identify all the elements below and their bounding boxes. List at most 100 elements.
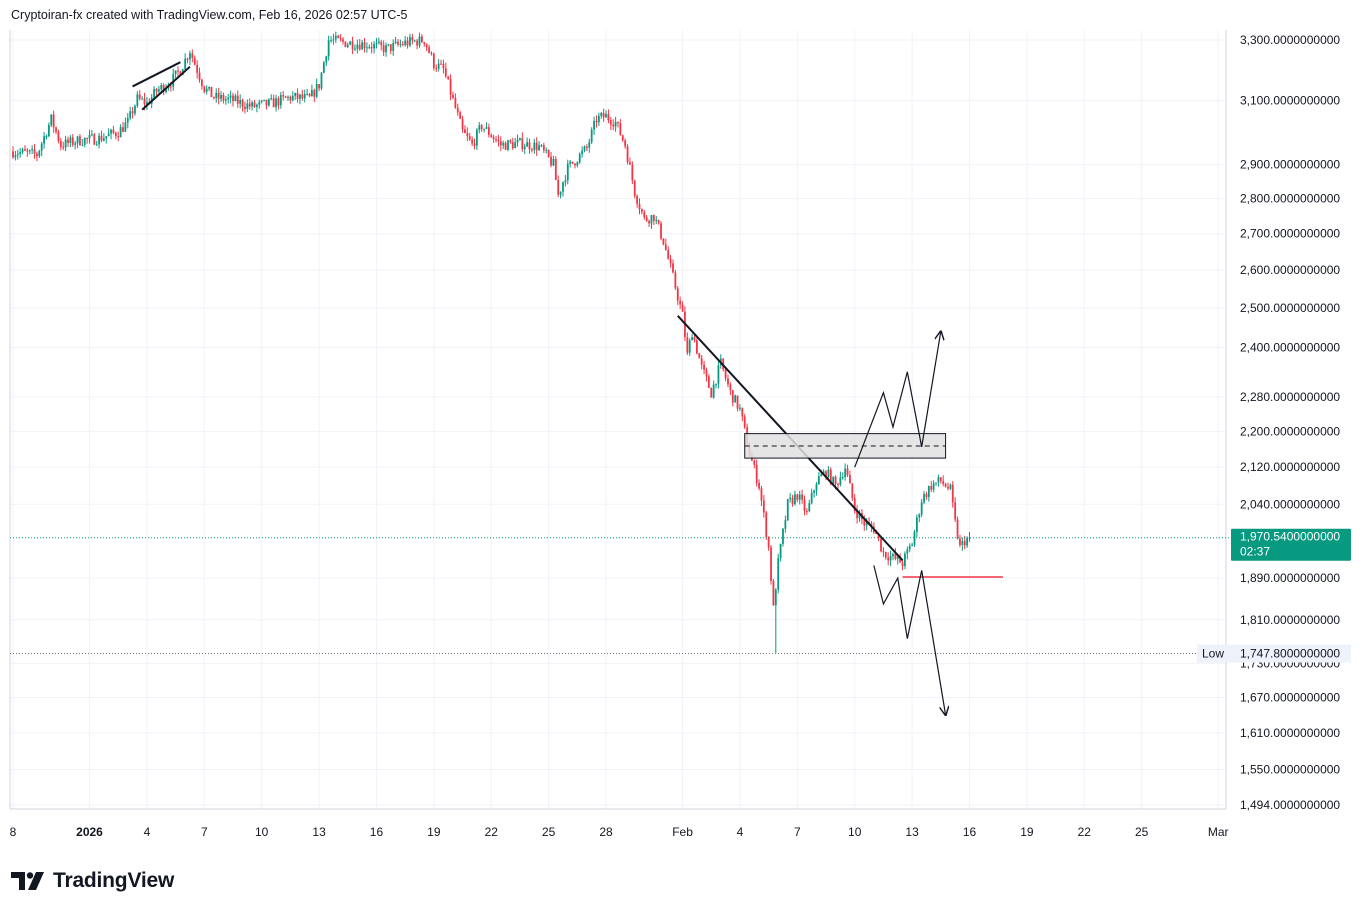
candle-body — [267, 99, 270, 106]
candle-body — [805, 511, 808, 513]
candle-body — [511, 142, 514, 149]
candle-body — [849, 475, 851, 484]
candle-body — [593, 120, 595, 130]
candle-body — [595, 120, 598, 123]
candle-body — [389, 44, 392, 51]
candle-body — [648, 220, 650, 224]
candle-body — [256, 104, 258, 107]
last-price-tag — [1231, 528, 1351, 561]
candle-body — [260, 100, 263, 102]
candle-body — [157, 89, 160, 92]
x-tick-label: 4 — [144, 825, 151, 839]
x-tick-label: 2026 — [76, 825, 103, 839]
candle-countdown: 02:37 — [1240, 545, 1270, 559]
candle-body — [583, 146, 586, 151]
candle-body — [83, 138, 86, 145]
tradingview-logo[interactable]: TradingView — [11, 868, 174, 894]
candle-body — [920, 502, 923, 515]
candle-body — [645, 217, 648, 221]
candle-body — [483, 128, 485, 130]
candle-body — [600, 113, 603, 116]
candle-body — [79, 136, 81, 145]
candle-body — [153, 88, 155, 98]
candle-body — [423, 42, 426, 45]
candle-body — [119, 127, 122, 138]
x-tick-label: 22 — [485, 825, 499, 839]
candle-body — [322, 62, 325, 73]
candle-body — [540, 145, 543, 147]
price-chart[interactable]: 3,300.0000000000 3,100.0000000000 2,900.00… — [0, 0, 1368, 860]
candle-body — [923, 494, 925, 503]
candle-body — [789, 497, 792, 500]
candle-body — [282, 95, 285, 97]
y-tick-label: 1,494.0000000000 — [1240, 798, 1340, 812]
candle-body — [220, 94, 222, 99]
y-tick-label: 1,890.0000000000 — [1240, 571, 1340, 585]
candle-body — [686, 337, 689, 353]
candle-body — [76, 136, 79, 144]
candle-body — [896, 556, 899, 559]
candle-body — [492, 137, 495, 140]
candle-body — [413, 40, 416, 42]
candle-body — [801, 494, 804, 500]
candle-body — [224, 99, 227, 101]
candle-body — [612, 124, 615, 127]
candle-body — [691, 337, 694, 341]
candle-body — [332, 39, 335, 41]
candle-body — [428, 47, 430, 53]
candle-body — [865, 522, 868, 526]
candle-body — [456, 107, 459, 113]
candle-body — [440, 63, 442, 65]
candle-body — [959, 538, 961, 546]
low-price-tag — [1197, 644, 1351, 663]
tradingview-logo-text: TradingView — [53, 869, 175, 892]
candle-body — [435, 68, 438, 70]
candle-body — [650, 215, 653, 224]
candle-body — [547, 150, 550, 157]
candle-body — [366, 47, 368, 49]
candle-body — [951, 484, 954, 503]
candle-body — [784, 520, 787, 529]
candle-body — [791, 497, 794, 505]
candle-body — [487, 127, 490, 136]
candle-body — [287, 96, 289, 98]
candle-body — [416, 40, 419, 46]
candle-body — [796, 494, 799, 500]
candle-body — [177, 70, 179, 72]
candle-body — [695, 340, 698, 354]
candle-body — [631, 164, 634, 181]
candle-body — [375, 42, 378, 44]
candle-body — [325, 56, 328, 63]
candle-body — [112, 129, 115, 133]
candle-body — [40, 143, 43, 151]
candle-body — [12, 151, 14, 158]
candle-body — [853, 498, 856, 511]
candle-body — [829, 469, 832, 485]
candle-body — [863, 519, 866, 526]
candle-body — [523, 146, 526, 150]
candle-body — [346, 44, 349, 47]
candle-body — [760, 488, 763, 501]
candle-body — [203, 86, 206, 92]
candle-body — [232, 95, 234, 102]
candle-body — [813, 490, 815, 493]
candle-body — [421, 36, 423, 43]
candle-body — [839, 477, 842, 485]
candle-body — [858, 513, 861, 519]
candle-body — [459, 112, 462, 119]
candle-body — [401, 43, 404, 46]
candle-body — [688, 340, 691, 353]
candle-body — [655, 220, 658, 222]
candle-body — [770, 547, 772, 582]
candle-body — [753, 460, 756, 465]
candle-body — [146, 101, 148, 105]
candle-body — [947, 486, 949, 489]
candle-body — [636, 195, 639, 204]
candle-body — [710, 387, 713, 398]
candle-body — [411, 37, 414, 41]
candle-body — [114, 132, 117, 137]
candle-body — [134, 105, 136, 114]
candle-body — [122, 127, 124, 132]
candle-body — [95, 144, 98, 146]
candle-body — [590, 129, 593, 142]
